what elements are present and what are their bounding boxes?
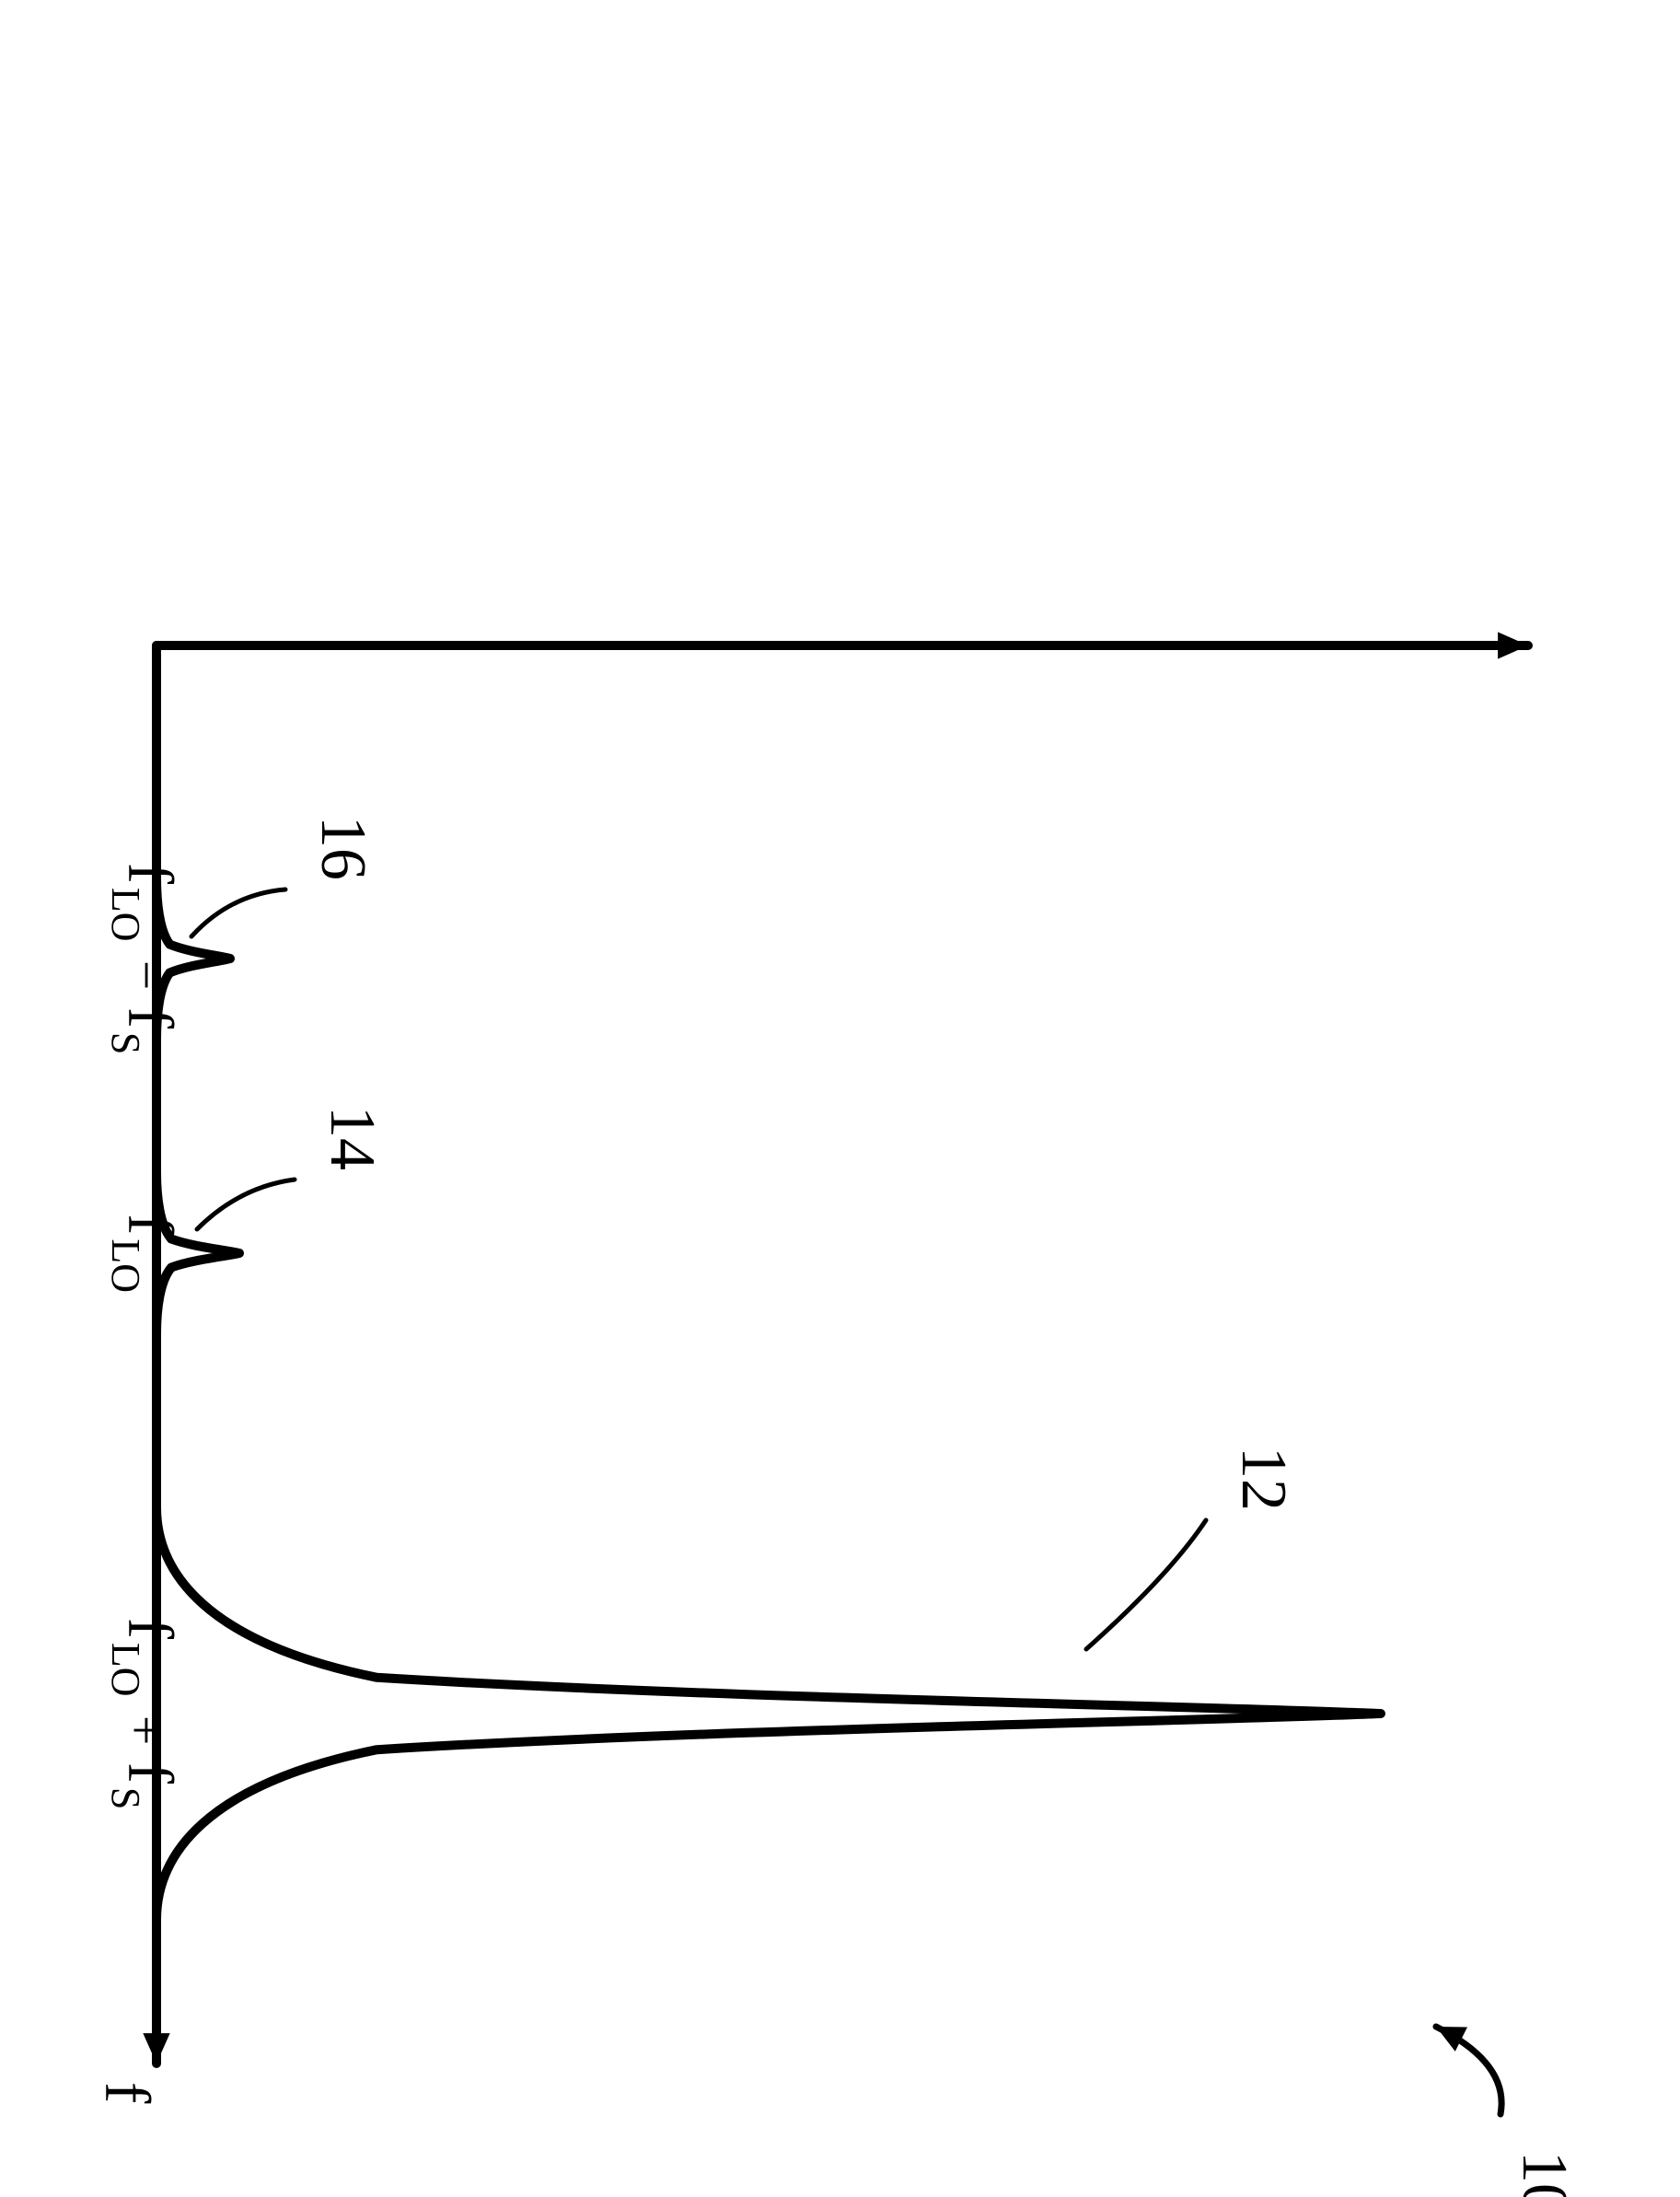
y-axis-arrowhead — [1498, 632, 1528, 658]
axis-tick-label-14: fLO — [103, 1214, 185, 1293]
figure-ref-arrow — [1436, 2027, 1501, 2114]
leader-14 — [197, 1180, 295, 1229]
figure-svg: ffLO − fSfLOfLO + fS16141210Fig. 1 — [0, 0, 1680, 2197]
x-axis-label: f — [91, 2082, 162, 2104]
peak-14 — [156, 1172, 239, 1334]
ref-label-16: 16 — [307, 816, 378, 880]
figure-ref-number: 10 — [1509, 2151, 1580, 2197]
axis-tick-label-16: fLO − fS — [103, 863, 185, 1055]
axis-tick-label-12: fLO + fS — [103, 1618, 185, 1810]
leader-12 — [1086, 1520, 1206, 1649]
ref-label-14: 14 — [317, 1106, 388, 1170]
peak-12 — [156, 1507, 1381, 1920]
x-axis-arrowhead — [143, 2033, 169, 2063]
ref-label-12: 12 — [1228, 1447, 1299, 1511]
leader-16 — [191, 889, 285, 936]
